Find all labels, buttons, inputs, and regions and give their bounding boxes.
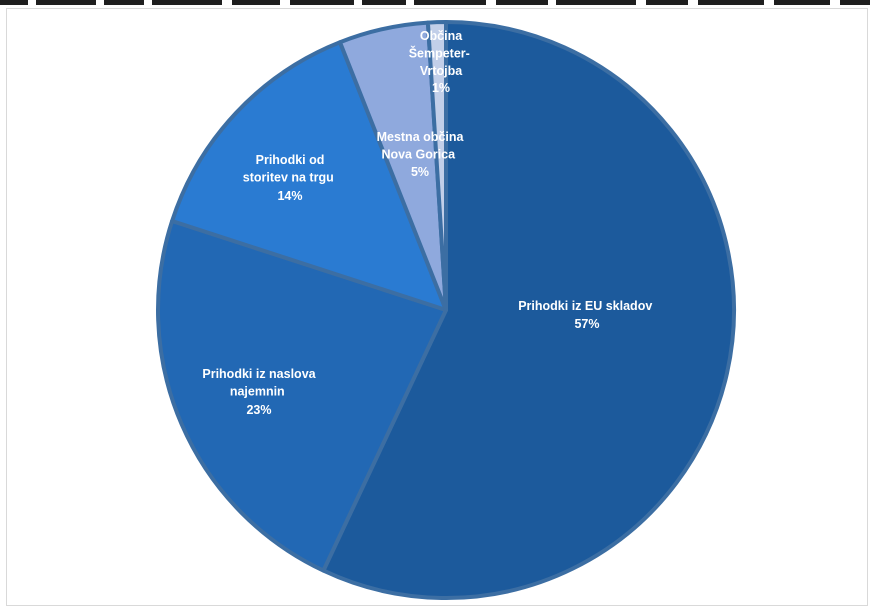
slice-label-market-services-name-line-2: storitev na trgu bbox=[243, 171, 334, 185]
pie-slice-1 bbox=[156, 219, 448, 573]
slice-labels: Prihodki iz EU skladov 57% Prihodki iz n… bbox=[202, 29, 656, 417]
slice-label-rent-name: Prihodki iz naslova bbox=[202, 367, 316, 381]
cropped-title-text bbox=[0, 0, 875, 6]
slice-label-nova-gorica-name: Mestna občina bbox=[377, 130, 465, 144]
slice-label-rent: Prihodki iz naslova najemnin 23% bbox=[202, 367, 316, 417]
slice-label-sempeter-vrtojba: Občina Vrtojba Šempeter- 1% bbox=[409, 29, 474, 95]
slice-label-eu-funds: Prihodki iz EU skladov 57% bbox=[518, 299, 656, 331]
slice-label-sempeter-vrtojba-percent: 1% bbox=[432, 81, 450, 95]
slice-label-nova-gorica-percent: 5% bbox=[411, 165, 429, 179]
slice-label-eu-funds-name: Prihodki iz EU skladov bbox=[518, 299, 652, 313]
pie-slice-4 bbox=[425, 20, 448, 312]
pie-slice-0 bbox=[321, 20, 737, 600]
slice-label-market-services-name: Prihodki od bbox=[256, 153, 325, 167]
slice-label-sempeter-vrtojba-name-line-3: Vrtojba bbox=[420, 64, 463, 78]
slice-label-rent-name-line-2: najemnin bbox=[230, 385, 285, 399]
slice-label-sempeter-vrtojba-name: Občina bbox=[420, 29, 463, 43]
slice-label-market-services: Prihodki od storitev na trgu 14% bbox=[243, 153, 337, 203]
pie-slice-2 bbox=[170, 40, 448, 312]
slice-label-nova-gorica-name-line-2: Nova Gorica bbox=[381, 148, 456, 162]
slice-label-eu-funds-percent: 57% bbox=[574, 317, 599, 331]
pie-slices bbox=[156, 20, 737, 600]
slice-label-sempeter-vrtojba-name-line-2: Šempeter- bbox=[409, 46, 470, 61]
slice-label-market-services-percent: 14% bbox=[277, 189, 302, 203]
slice-label-rent-percent: 23% bbox=[246, 403, 271, 417]
slice-label-nova-gorica: Mestna občina Nova Gorica 5% bbox=[377, 130, 465, 179]
chart-frame bbox=[6, 8, 868, 606]
